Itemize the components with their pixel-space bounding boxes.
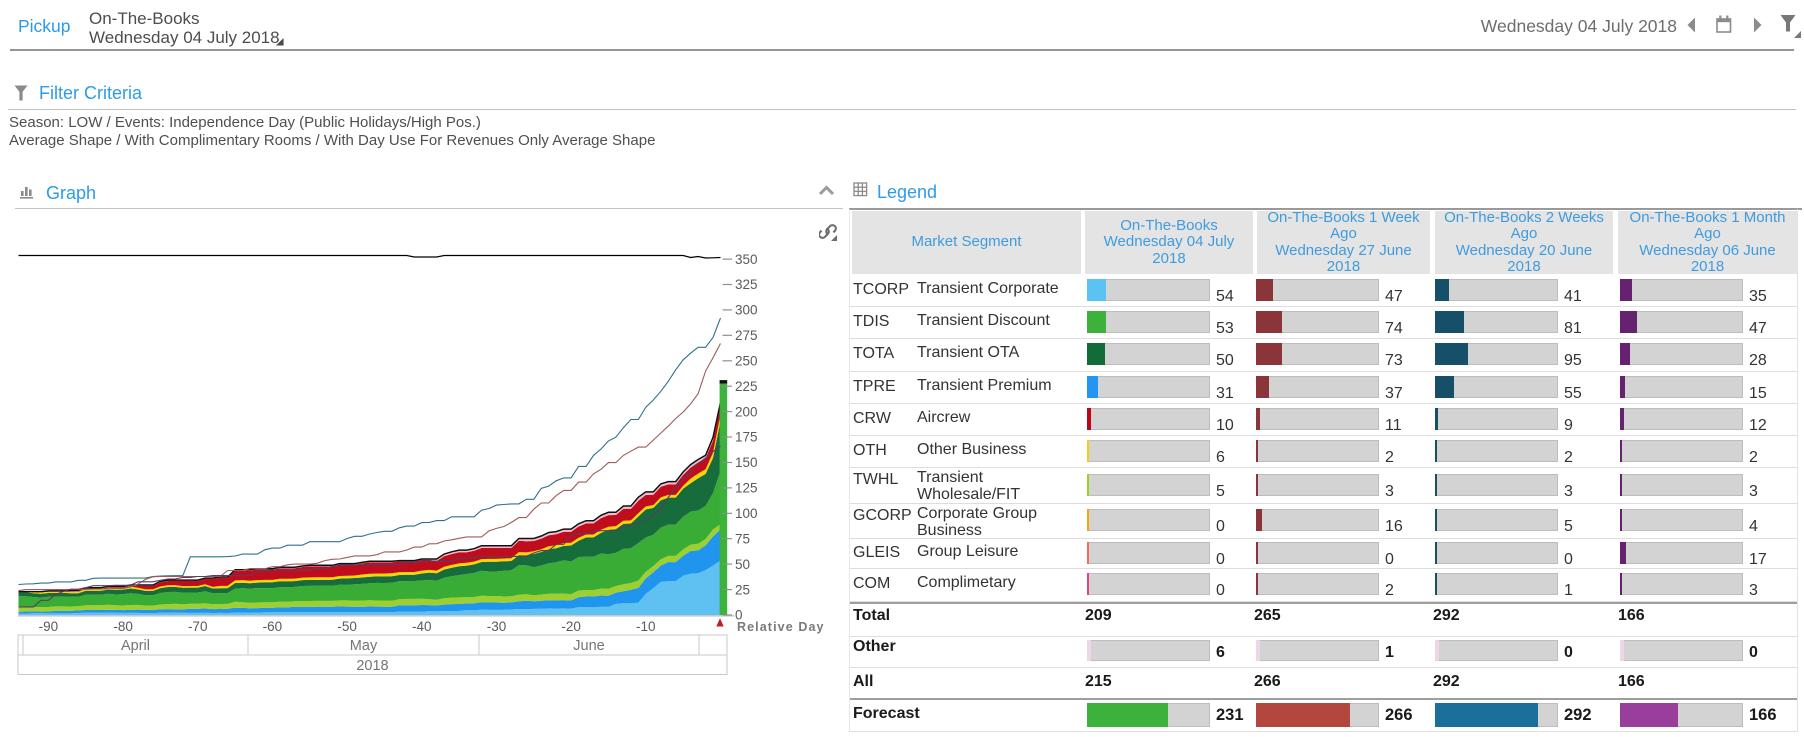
- svg-text:200: 200: [735, 404, 758, 419]
- svg-text:June: June: [573, 638, 604, 654]
- svg-text:300: 300: [735, 303, 758, 318]
- svg-text:125: 125: [735, 481, 758, 496]
- svg-text:-30: -30: [487, 619, 507, 634]
- svg-text:-10: -10: [636, 619, 656, 634]
- svg-text:150: 150: [735, 455, 758, 470]
- svg-text:-50: -50: [337, 619, 357, 634]
- svg-text:25: 25: [735, 582, 750, 597]
- svg-text:-70: -70: [188, 619, 208, 634]
- svg-text:275: 275: [735, 328, 758, 343]
- svg-text:April: April: [121, 638, 150, 654]
- svg-text:250: 250: [735, 353, 758, 368]
- svg-text:325: 325: [735, 277, 758, 292]
- svg-text:2018: 2018: [356, 658, 388, 674]
- svg-text:175: 175: [735, 430, 758, 445]
- svg-text:May: May: [350, 638, 378, 654]
- svg-text:350: 350: [735, 252, 758, 267]
- svg-text:-20: -20: [561, 619, 581, 634]
- svg-text:-40: -40: [412, 619, 432, 634]
- svg-text:-60: -60: [263, 619, 283, 634]
- svg-text:-90: -90: [39, 619, 59, 634]
- svg-text:Relative Day: Relative Day: [737, 620, 825, 634]
- svg-text:-80: -80: [113, 619, 133, 634]
- svg-text:100: 100: [735, 506, 758, 521]
- svg-text:75: 75: [735, 531, 750, 546]
- svg-text:0: 0: [735, 608, 743, 623]
- svg-text:50: 50: [735, 557, 750, 572]
- svg-text:225: 225: [735, 379, 758, 394]
